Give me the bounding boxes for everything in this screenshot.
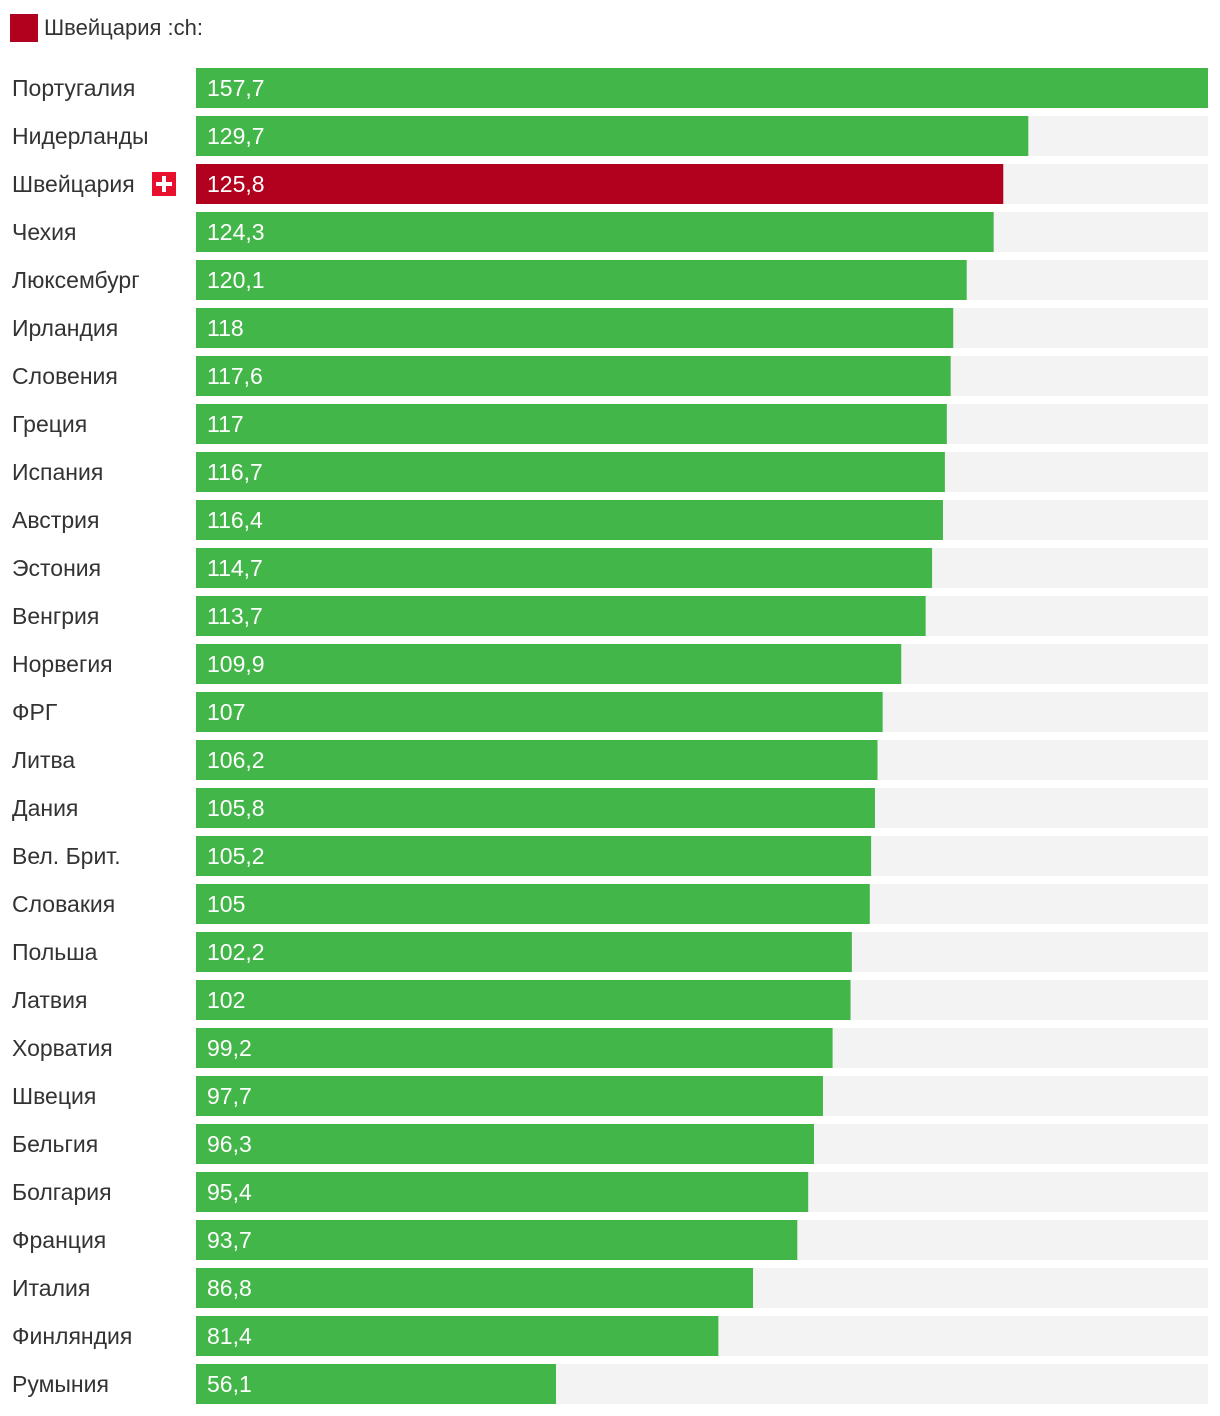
value-label: 117 bbox=[207, 411, 244, 437]
category-label: Португалия bbox=[12, 75, 135, 101]
legend-swatch bbox=[10, 14, 38, 42]
bar bbox=[196, 692, 883, 732]
value-label: 157,7 bbox=[207, 75, 265, 101]
bar bbox=[196, 932, 852, 972]
category-label: Словакия bbox=[12, 891, 115, 917]
category-label: Литва bbox=[12, 747, 75, 773]
bar bbox=[196, 596, 926, 636]
category-label: Люксембург bbox=[12, 267, 140, 293]
category-label: Нидерланды bbox=[12, 123, 149, 149]
bar bbox=[196, 308, 954, 348]
legend: Швейцария :ch: bbox=[10, 14, 203, 42]
category-label: Греция bbox=[12, 411, 87, 437]
category-label: Болгария bbox=[12, 1179, 112, 1205]
bar bbox=[196, 1124, 814, 1164]
bar bbox=[196, 884, 870, 924]
category-label: Латвия bbox=[12, 987, 87, 1013]
swiss-flag-icon bbox=[152, 172, 176, 196]
bar bbox=[196, 1316, 719, 1356]
value-label: 116,4 bbox=[207, 507, 263, 533]
category-label: Ирландия bbox=[12, 315, 118, 341]
value-label: 102 bbox=[207, 987, 245, 1013]
category-label: Швейцария bbox=[12, 171, 135, 197]
category-label: Швеция bbox=[12, 1083, 96, 1109]
bar bbox=[196, 548, 933, 588]
value-label: 120,1 bbox=[207, 267, 265, 293]
value-label: 56,1 bbox=[207, 1371, 252, 1397]
bar bbox=[196, 1220, 798, 1260]
bar bbox=[196, 452, 945, 492]
category-label: Италия bbox=[12, 1275, 90, 1301]
category-label: Бельгия bbox=[12, 1131, 98, 1157]
bar bbox=[196, 164, 1004, 204]
category-label: Австрия bbox=[12, 507, 99, 533]
value-label: 129,7 bbox=[207, 123, 265, 149]
category-label: Эстония bbox=[12, 555, 101, 581]
category-label: Дания bbox=[12, 795, 78, 821]
bar bbox=[196, 788, 875, 828]
value-label: 81,4 bbox=[207, 1323, 252, 1349]
bar bbox=[196, 356, 951, 396]
value-label: 124,3 bbox=[207, 219, 265, 245]
value-label: 113,7 bbox=[207, 603, 263, 629]
category-label: Вел. Брит. bbox=[12, 843, 121, 869]
value-label: 86,8 bbox=[207, 1275, 252, 1301]
category-label: Румыния bbox=[12, 1371, 109, 1397]
bar bbox=[196, 116, 1029, 156]
value-label: 105,8 bbox=[207, 795, 265, 821]
bar bbox=[196, 980, 851, 1020]
category-label: Франция bbox=[12, 1227, 106, 1253]
value-label: 114,7 bbox=[207, 555, 263, 581]
category-label: Венгрия bbox=[12, 603, 99, 629]
bar bbox=[196, 740, 878, 780]
bar bbox=[196, 1364, 557, 1404]
category-label: Испания bbox=[12, 459, 103, 485]
category-label: Хорватия bbox=[12, 1035, 113, 1061]
legend-label: Швейцария :ch: bbox=[44, 15, 203, 40]
bar bbox=[196, 1076, 823, 1116]
value-label: 105 bbox=[207, 891, 245, 917]
value-label: 109,9 bbox=[207, 651, 265, 677]
bar bbox=[196, 68, 1208, 108]
category-label: ФРГ bbox=[12, 699, 58, 725]
category-label: Норвегия bbox=[12, 651, 113, 677]
value-label: 118 bbox=[207, 315, 244, 341]
value-label: 99,2 bbox=[207, 1035, 252, 1061]
category-label: Словения bbox=[12, 363, 118, 389]
value-label: 105,2 bbox=[207, 843, 265, 869]
category-label: Финляндия bbox=[12, 1323, 132, 1349]
bar bbox=[196, 212, 994, 252]
category-label: Чехия bbox=[12, 219, 76, 245]
value-label: 97,7 bbox=[207, 1083, 252, 1109]
value-label: 117,6 bbox=[207, 363, 263, 389]
bar bbox=[196, 1172, 809, 1212]
category-label: Польша bbox=[12, 939, 98, 965]
bar bbox=[196, 836, 872, 876]
value-label: 107 bbox=[207, 699, 245, 725]
bar bbox=[196, 500, 943, 540]
bar bbox=[196, 404, 947, 444]
value-label: 96,3 bbox=[207, 1131, 252, 1157]
value-label: 116,7 bbox=[207, 459, 263, 485]
value-label: 93,7 bbox=[207, 1227, 252, 1253]
value-label: 125,8 bbox=[207, 171, 265, 197]
value-label: 102,2 bbox=[207, 939, 265, 965]
bar bbox=[196, 644, 902, 684]
bar bbox=[196, 260, 967, 300]
value-label: 95,4 bbox=[207, 1179, 252, 1205]
bar bbox=[196, 1268, 754, 1308]
value-label: 106,2 bbox=[207, 747, 265, 773]
bar bbox=[196, 1028, 833, 1068]
